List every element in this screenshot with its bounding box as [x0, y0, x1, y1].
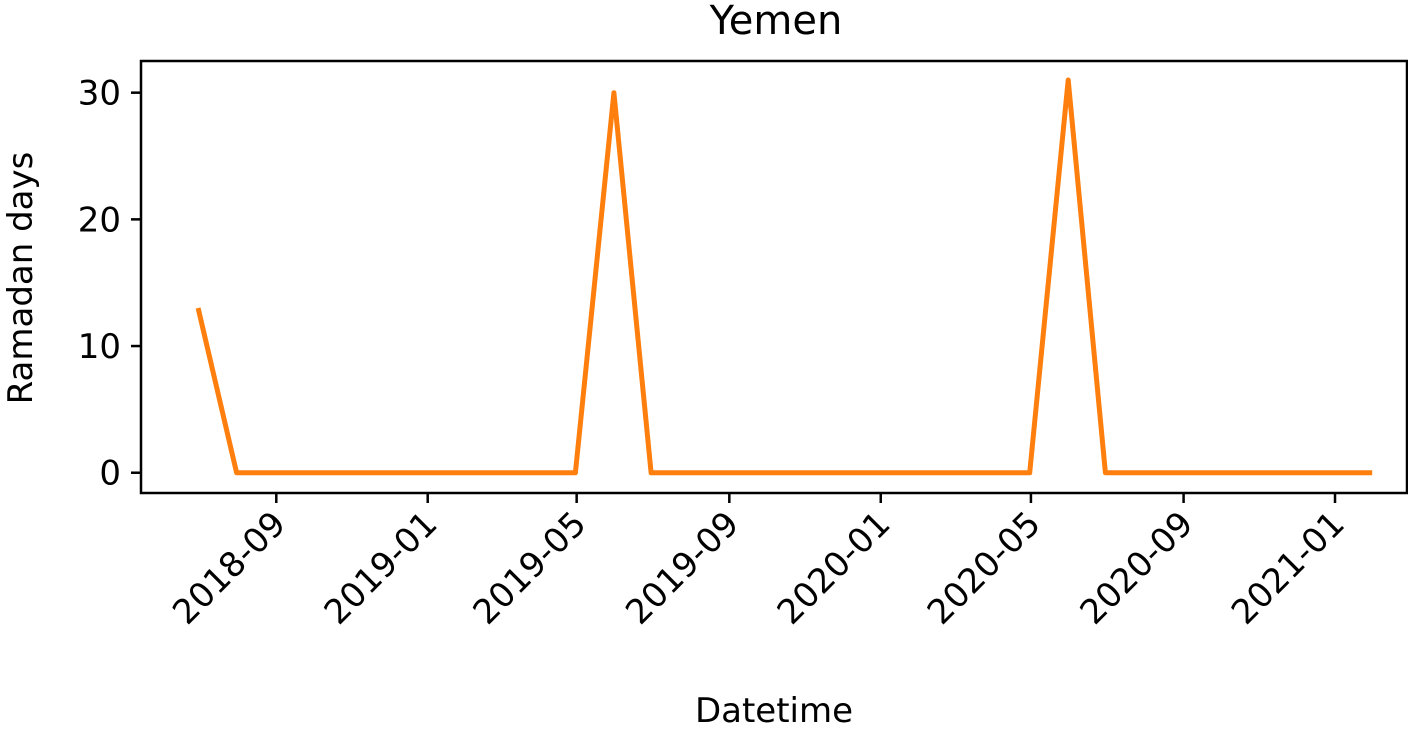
x-tick-label: 2021-01 — [1224, 504, 1353, 633]
y-tick-label: 10 — [78, 327, 121, 367]
y-tick-label: 30 — [78, 74, 121, 114]
y-axis-label: Ramadan days — [1, 152, 41, 405]
y-tick-label: 20 — [78, 200, 121, 240]
x-tick-label: 2020-01 — [770, 504, 899, 633]
x-tick-label: 2019-01 — [317, 504, 446, 633]
x-axis-label: Datetime — [695, 691, 853, 731]
plot-area-frame — [139, 59, 1408, 495]
x-tick-label: 2019-09 — [618, 504, 747, 633]
series-layer — [195, 77, 1373, 476]
x-tick-label: 2020-05 — [920, 504, 1049, 633]
x-tick-label: 2019-05 — [466, 504, 595, 633]
x-axis-ticks: 2018-09 2019-01 2019-05 2019-09 2020-01 2020-… — [165, 493, 1353, 633]
y-tick-label: 0 — [99, 454, 121, 494]
chart-title: Yemen — [709, 0, 843, 44]
y-axis-ticks: 0 10 20 30 — [78, 74, 141, 494]
series-line — [195, 77, 1373, 476]
x-tick-label: 2020-09 — [1073, 504, 1202, 633]
x-tick-label: 2018-09 — [165, 504, 294, 633]
